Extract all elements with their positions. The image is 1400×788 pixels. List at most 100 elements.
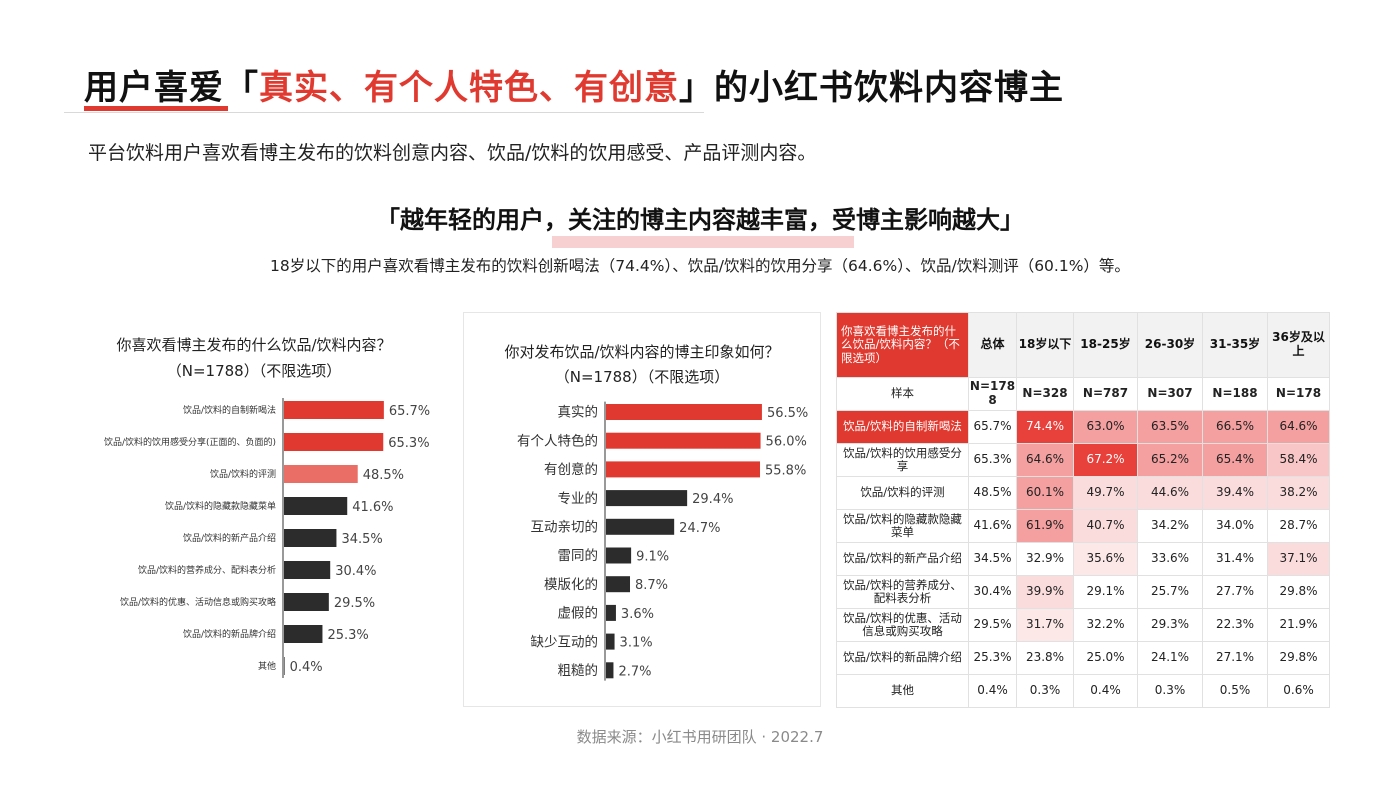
table-row: 饮品/饮料的优惠、活动信息或购买攻略 29.5% 31.7% 32.2% 29.3% 22… [836, 608, 1330, 642]
table-row-label: 饮品/饮料的营养成分、配料表分析 [836, 575, 969, 609]
chart1-category-label: 饮品/饮料的饮用感受分享(正面的、负面的) [104, 436, 276, 448]
table-cell: 65.3% [968, 443, 1017, 477]
table-cell: 28.7% [1267, 509, 1330, 543]
chart1-category-label: 其他 [258, 660, 276, 672]
table-cell: 25.7% [1137, 575, 1203, 609]
title-suffix: 」的小红书饮料内容博主 [679, 68, 1064, 108]
table-cell: 0.6% [1267, 674, 1330, 708]
headline-highlight-band [552, 236, 854, 248]
age-breakdown-table: 你喜欢看博主发布的什么饮品/饮料内容？（不限选项） 总体 18岁以下 18-25… [836, 312, 1330, 708]
table-cell: 0.3% [1016, 674, 1074, 708]
chart1-category-label: 饮品/饮料的营养成分、配料表分析 [138, 564, 276, 576]
chart1-title-line1: 你喜欢看博主发布的什么饮品/饮料内容？ [116, 336, 392, 354]
chart2-bar [606, 547, 632, 564]
chart1-title-line2: （N=1788）（不限选项） [166, 362, 342, 380]
table-cell: 64.6% [1267, 410, 1330, 444]
table-row: 饮品/饮料的饮用感受分享 65.3% 64.6% 67.2% 65.2% 65.4% 58.… [836, 443, 1330, 477]
table-cell: 23.8% [1016, 641, 1074, 675]
chart2-category-label: 雷同的 [558, 548, 599, 564]
table-cell: 29.1% [1073, 575, 1138, 609]
table-cell: 30.4% [968, 575, 1017, 609]
table-row-label: 其他 [836, 674, 969, 708]
table-header-cell: 36岁及以上 [1267, 312, 1330, 378]
chart1-value-label: 25.3% [327, 628, 368, 643]
table-cell: 65.2% [1137, 443, 1203, 477]
table-cell: 0.5% [1202, 674, 1268, 708]
table-cell: 29.3% [1137, 608, 1203, 642]
table-cell: N=178 [1267, 377, 1330, 411]
table-cell: 64.6% [1016, 443, 1074, 477]
table-row-label: 饮品/饮料的饮用感受分享 [836, 443, 969, 477]
table-cell: 67.2% [1073, 443, 1138, 477]
chart1-value-label: 29.5% [334, 596, 375, 611]
table-cell: 61.9% [1016, 509, 1074, 543]
chart1-value-label: 65.3% [388, 436, 429, 451]
chart1-bar [284, 433, 384, 451]
table-cell: 39.9% [1016, 575, 1074, 609]
chart1-bar [284, 657, 285, 675]
table-cell: 29.8% [1267, 575, 1330, 609]
chart2-category-label: 有创意的 [544, 461, 598, 478]
page-title: 用户喜爱「真实、有个人特色、有创意」的小红书饮料内容博主 [84, 60, 1064, 109]
table-cell: 37.1% [1267, 542, 1330, 576]
table-cell: 65.7% [968, 410, 1017, 444]
table-corner-question: 你喜欢看博主发布的什么饮品/饮料内容？（不限选项） [836, 312, 969, 378]
chart2-title-line2: （N=1788）（不限选项） [554, 368, 730, 386]
chart1-bar [284, 465, 358, 483]
table-cell: 24.1% [1137, 641, 1203, 675]
chart1-bar [284, 497, 348, 515]
chart2-plot: 真实的 56.5% 有个人特色的 56.0% 有创意的 55.8% 专业的 29.4% 互动亲切… [517, 401, 808, 681]
table-cell: 0.4% [1073, 674, 1138, 708]
chart2-category-label: 互动亲切的 [531, 520, 599, 536]
chart2-category-label: 模版化的 [544, 577, 598, 593]
chart2-category-label: 有个人特色的 [517, 432, 598, 449]
table-cell: 48.5% [968, 476, 1017, 510]
chart2-category-label: 真实的 [558, 405, 599, 421]
title-underline [84, 106, 228, 111]
table-row-label: 样本 [836, 377, 969, 411]
chart2-category-label: 缺少互动的 [531, 634, 599, 650]
table-cell: 35.6% [1073, 542, 1138, 576]
chart2-bar [606, 604, 616, 621]
chart1-bar [284, 593, 329, 611]
table-cell: 31.4% [1202, 542, 1268, 576]
title-prefix: 用户喜爱「 [84, 68, 259, 108]
chart2-bar [606, 490, 688, 507]
table-row-label: 饮品/饮料的评测 [836, 476, 969, 510]
table-header-cell: 31-35岁 [1202, 312, 1268, 378]
title-highlight: 真实、有个人特色、有创意 [259, 68, 679, 108]
table-cell: 27.7% [1202, 575, 1268, 609]
table-header-cell: 18-25岁 [1073, 312, 1138, 378]
table-row-label: 饮品/饮料的新品牌介绍 [836, 641, 969, 675]
chart1-value-label: 30.4% [335, 564, 376, 579]
headline: 「越年轻的用户，关注的博主内容越丰富，受博主影响越大」 [376, 206, 1024, 234]
table-header-cell: 18岁以下 [1016, 312, 1074, 378]
table-row: 饮品/饮料的评测 48.5% 60.1% 49.7% 44.6% 39.4% 38.2% [836, 476, 1330, 510]
title-divider [64, 112, 704, 113]
chart1-category-label: 饮品/饮料的优惠、活动信息或购买攻略 [120, 596, 276, 608]
headline-detail: 18岁以下的用户喜欢看博主发布的饮料创新喝法（74.4%）、饮品/饮料的饮用分享… [270, 257, 1130, 275]
data-source: 数据来源：小红书用研团队 · 2022.7 [576, 728, 824, 746]
chart2-title-line1: 你对发布饮品/饮料内容的博主印象如何？ [504, 343, 780, 361]
table-cell: 21.9% [1267, 608, 1330, 642]
chart2-bar [606, 404, 762, 420]
table-cell: 33.6% [1137, 542, 1203, 576]
chart2-value-label: 56.0% [766, 435, 807, 450]
table-cell: 34.0% [1202, 509, 1268, 543]
chart1-category-label: 饮品/饮料的自制新喝法 [183, 404, 276, 416]
table-cell: 32.2% [1073, 608, 1138, 642]
table-cell: 63.0% [1073, 410, 1138, 444]
table-cell: 22.3% [1202, 608, 1268, 642]
table-cell: 27.1% [1202, 641, 1268, 675]
table-row-label: 饮品/饮料的优惠、活动信息或购买攻略 [836, 608, 969, 642]
chart2-value-label: 9.1% [636, 550, 669, 565]
table-cell: 25.3% [968, 641, 1017, 675]
table-cell: 49.7% [1073, 476, 1138, 510]
page-subtitle: 平台饮料用户喜欢看博主发布的饮料创意内容、饮品/饮料的饮用感受、产品评测内容。 [88, 142, 817, 164]
table-header-cell: 总体 [968, 312, 1017, 378]
table-cell: 34.5% [968, 542, 1017, 576]
chart1-bar [284, 561, 331, 579]
chart1-category-label: 饮品/饮料的新产品介绍 [183, 532, 276, 544]
table-row-label: 饮品/饮料的自制新喝法 [836, 410, 969, 444]
table-cell: 40.7% [1073, 509, 1138, 543]
